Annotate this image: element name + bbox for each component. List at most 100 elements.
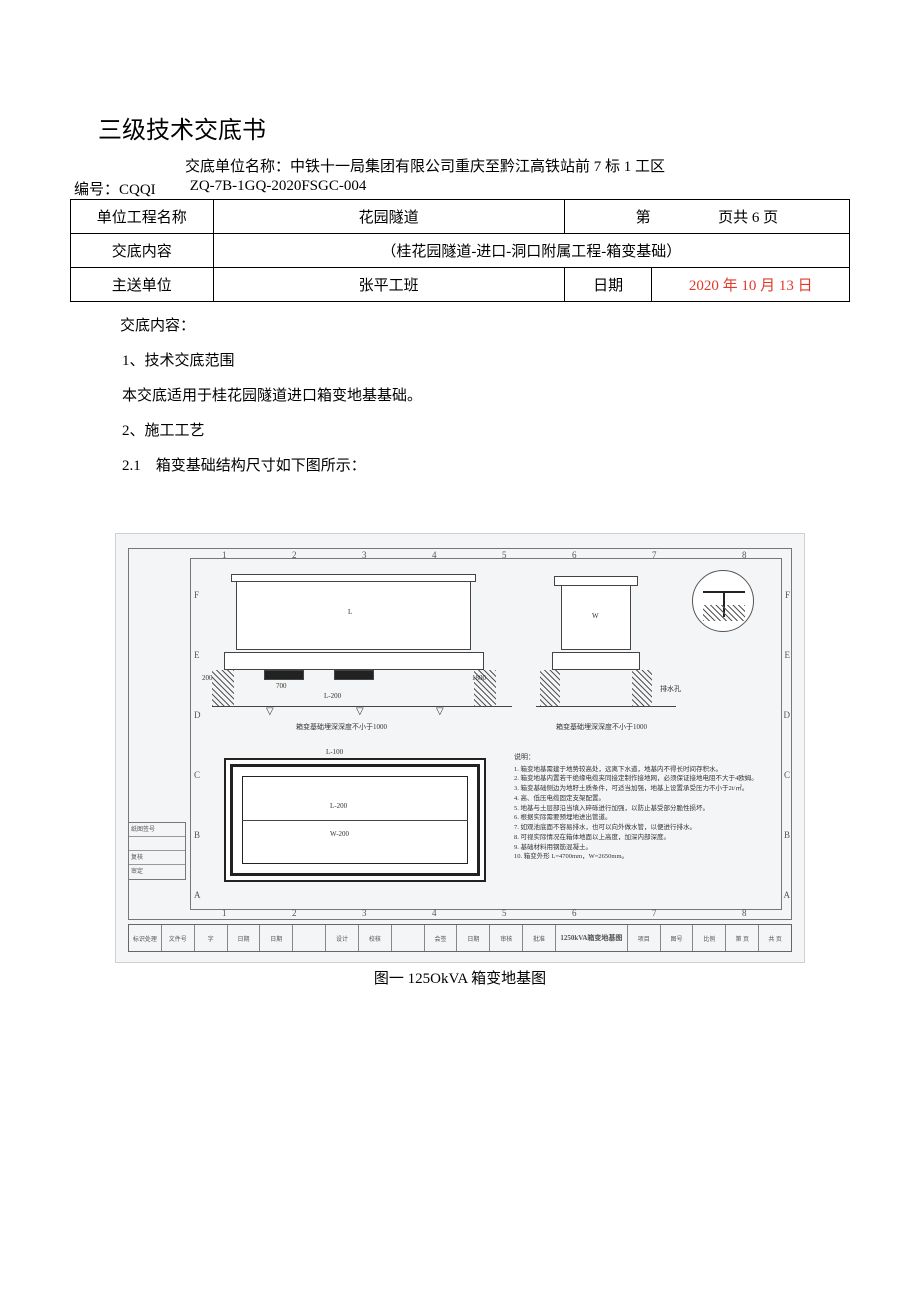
front-elev-base [224,652,484,670]
side-note: 箱变基础埋深深度不小于1000 [556,722,647,732]
dim-L200: L-200 [324,692,341,700]
front-elev-cap [231,574,476,582]
grid-col: 3 [362,550,367,560]
cell-label: 单位工程名称 [71,200,214,234]
plan-L200: L-200 [330,802,347,810]
tb-cell: 设计 [326,925,359,951]
org-name: 中铁十一局集团有限公司重庆至黔江高铁站前 7 标 1 工区 [290,159,665,175]
side-cell: 复核 [129,851,185,865]
front-elev-body [236,580,471,650]
grid-col: 2 [292,550,297,560]
grid-row: C [194,770,200,780]
tb-cell: 会签 [425,925,458,951]
org-label: 交底单位名称： [185,159,290,175]
grid-col: 7 [652,550,657,560]
grid-row: A [194,890,201,900]
front-elev-opening [334,670,374,680]
hatch-left [540,670,560,706]
org-row: 交底单位名称：中铁十一局集团有限公司重庆至黔江高铁站前 7 标 1 工区 [70,155,850,176]
cell-value: 花园隧道 [213,200,564,234]
grid-row: B [784,830,790,840]
tb-cell: 字 [195,925,228,951]
cell-label: 交底内容 [71,234,214,268]
drawing-notes: 说明： 1. 箱变地基需建于地势较高处，远离下水道，地基内不得长时间存积水。 2… [514,752,770,862]
cell-date-value: 2020 年 10 月 13 日 [652,268,850,302]
tb-cell: 日期 [228,925,261,951]
code-prefix: CQQI [119,182,156,198]
paragraph: 本交底适用于桂花园隧道进口箱变地基基础。 [122,380,810,413]
figure-wrap: 1 2 3 4 5 6 7 8 1 2 3 4 5 6 7 8 A B C D … [115,533,805,988]
ground-line [536,706,676,707]
water-label: 排水孔 [660,684,681,694]
side-cell [129,837,185,851]
tb-cell [293,925,326,951]
tb-cell: 审核 [490,925,523,951]
grid-row: D [784,710,791,720]
grid-col: 4 [432,550,437,560]
cell-value: （桂花园隧道-进口-洞口附属工程-箱变基础） [213,234,849,268]
table-row: 主送单位 张平工班 日期 2020 年 10 月 13 日 [71,268,850,302]
code-row: 编号：CQQI ZQ-7B-1GQ-2020FSGC-004 [70,178,850,199]
note-line: 3. 箱变基础侧边为地籽土质条件，可适当加强，地基上设置承受压力不小于2t/㎡。 [514,784,770,794]
cell-page: 第 页共 6 页 [564,200,849,234]
grid-row: E [785,650,791,660]
paragraph: 2、施工工艺 [122,415,810,448]
note-line: 9. 基础材料用钢筋混凝土。 [514,843,770,853]
dim-W: W [592,612,599,620]
code-value: ZQ-7B-1GQ-2020FSGC-004 [156,178,367,199]
title-block: 标识处理 文件号 字 日期 日期 设计 校核 会签 日期 审核 批准 1250k… [128,924,792,952]
grid-col: 1 [222,550,227,560]
content-body: 1、技术交底范围 本交底适用于桂花园隧道进口箱变地基基础。 2、施工工艺 2.1… [70,345,850,483]
note-line: 6. 根据实际需要预埋地进出管道。 [514,813,770,823]
tb-cell: 文件号 [162,925,195,951]
page-suffix: 页共 6 页 [718,210,778,226]
grid-col: 6 [572,550,577,560]
note-line: 5. 地基与土层部沿当填入碎砾进行加强，以防止基受部分脆性损坏。 [514,804,770,814]
hatch-left [212,670,234,706]
tb-cell [392,925,425,951]
cell-label: 主送单位 [71,268,214,302]
grid-row: A [784,890,791,900]
notes-title: 说明： [514,752,770,763]
grid-row: E [194,650,200,660]
paragraph: 2.1 箱变基础结构尺寸如下图所示： [122,450,810,483]
grid-col: 2 [292,908,297,918]
detail-circle [692,570,754,632]
dim-700: 700 [276,682,287,690]
page-prefix: 第 [636,210,651,226]
doc-title: 三级技术交底书 [70,110,850,145]
plan-top-dim: L-100 [326,748,343,756]
side-cell: 纸图签号 [129,823,185,837]
tb-cell: 图号 [661,925,694,951]
cell-value: 张平工班 [213,268,564,302]
grid-col: 3 [362,908,367,918]
tb-cell: 项目 [628,925,661,951]
paragraph: 1、技术交底范围 [122,345,810,378]
figure-caption: 图一 125OkVA 箱变地基图 [115,967,805,988]
grid-col: 5 [502,908,507,918]
table-row: 交底内容 （桂花园隧道-进口-洞口附属工程-箱变基础） [71,234,850,268]
tb-cell: 共 页 [759,925,791,951]
front-elev-opening [264,670,304,680]
ground-symbol: ▽ [356,706,364,717]
grid-row: D [194,710,201,720]
ground-symbol: ▽ [266,706,274,717]
grid-row: B [194,830,200,840]
note-line: 7. 如观池底面不容易排水，也可以向外做水管，以便进行排水。 [514,823,770,833]
tb-cell: 第 页 [726,925,759,951]
tb-main-title: 1250kVA箱变地基图 [556,925,628,951]
grid-col: 8 [742,908,747,918]
tb-cell: 批准 [523,925,556,951]
hatch-right [632,670,652,706]
tb-cell: 日期 [457,925,490,951]
tb-cell: 标识处理 [129,925,162,951]
code-label: 编号： [74,182,119,198]
table-row: 单位工程名称 花园隧道 第 页共 6 页 [71,200,850,234]
grid-col: 6 [572,908,577,918]
tb-cell: 日期 [260,925,293,951]
engineering-drawing: 1 2 3 4 5 6 7 8 1 2 3 4 5 6 7 8 A B C D … [115,533,805,963]
grid-row: C [784,770,790,780]
note-line: 1. 箱变地基需建于地势较高处，远离下水道，地基内不得长时间存积水。 [514,765,770,775]
dim-L: L [348,608,352,616]
plan-divider [242,820,468,821]
